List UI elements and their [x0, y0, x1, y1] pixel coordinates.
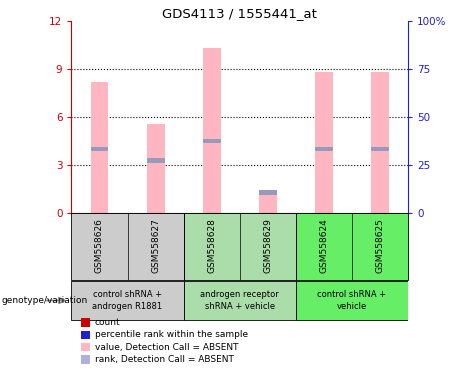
Text: count: count — [95, 318, 120, 327]
Bar — [71, 213, 183, 280]
Bar — [296, 213, 408, 280]
Bar — [71, 281, 183, 320]
Text: GSM558629: GSM558629 — [263, 218, 272, 273]
Bar — [90, 82, 108, 213]
Bar — [203, 48, 221, 213]
Bar — [371, 147, 389, 151]
Bar — [183, 213, 296, 280]
Bar — [315, 147, 333, 151]
Text: control shRNA +
androgen R1881: control shRNA + androgen R1881 — [93, 290, 163, 311]
Text: value, Detection Call = ABSENT: value, Detection Call = ABSENT — [95, 343, 238, 352]
Text: GSM558627: GSM558627 — [151, 218, 160, 273]
Text: rank, Detection Call = ABSENT: rank, Detection Call = ABSENT — [95, 355, 233, 364]
Bar — [259, 194, 277, 213]
Bar — [183, 281, 296, 320]
Bar — [315, 72, 333, 213]
Text: GSM558628: GSM558628 — [207, 218, 216, 273]
Bar — [296, 281, 408, 320]
Text: control shRNA +
vehicle: control shRNA + vehicle — [317, 290, 386, 311]
Bar — [203, 139, 221, 143]
Bar — [147, 124, 165, 213]
Text: GSM558626: GSM558626 — [95, 218, 104, 273]
Title: GDS4113 / 1555441_at: GDS4113 / 1555441_at — [162, 7, 317, 20]
Bar — [259, 190, 277, 195]
Bar — [147, 158, 165, 162]
Text: GSM558624: GSM558624 — [319, 218, 328, 273]
Text: percentile rank within the sample: percentile rank within the sample — [95, 330, 248, 339]
Text: GSM558625: GSM558625 — [375, 218, 384, 273]
Text: genotype/variation: genotype/variation — [1, 296, 88, 305]
Bar — [90, 147, 108, 151]
Text: androgen receptor
shRNA + vehicle: androgen receptor shRNA + vehicle — [201, 290, 279, 311]
Bar — [371, 72, 389, 213]
